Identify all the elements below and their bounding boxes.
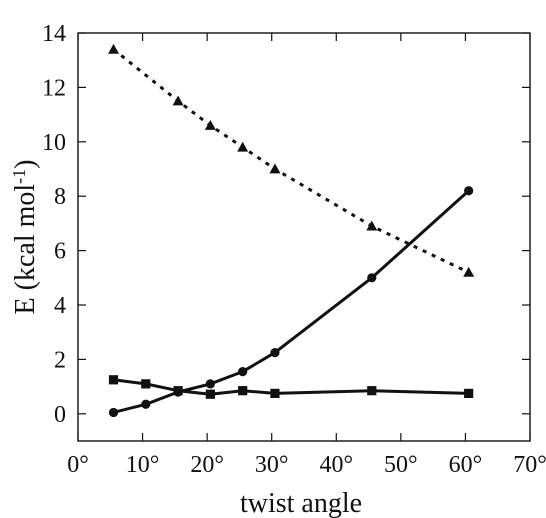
point-square-0 (108, 375, 119, 385)
point-triangle-0 (108, 43, 120, 54)
x-tick-label-3: 30° (255, 452, 289, 478)
point-square-7 (464, 388, 474, 398)
x-tick-label-4: 40° (319, 452, 353, 478)
x-tick-label-7: 70° (513, 452, 546, 478)
point-triangle-1 (172, 95, 184, 106)
y-axis-label-superscript: -1 (9, 169, 29, 184)
point-circle-4 (238, 367, 248, 377)
y-tick-label-2: 4 (54, 293, 66, 319)
y-axis-label-suffix: ) (10, 160, 41, 169)
series-square (108, 375, 474, 399)
point-circle-0 (108, 407, 119, 418)
series-triangle (108, 43, 475, 277)
point-circle-7 (464, 186, 474, 196)
point-triangle-3 (237, 141, 249, 152)
point-circle-6 (367, 273, 377, 283)
point-square-5 (270, 388, 280, 398)
point-triangle-2 (204, 119, 216, 130)
tick-labels: 0° 10° 20° 30° 40° 50° 60° 70° 0 2 4 6 8 10 12 14 (42, 21, 546, 478)
series-circle (108, 186, 474, 418)
series-square-line (112, 378, 471, 396)
y-axis-label-main: E (kcal mol (10, 184, 41, 315)
point-triangle-6 (463, 266, 475, 277)
y-tick-label-3: 6 (54, 239, 66, 265)
x-tick-label-0: 0° (67, 452, 89, 478)
point-square-6 (367, 386, 377, 396)
series-layer (108, 43, 475, 418)
point-square-2 (173, 386, 183, 396)
series-circle-line (112, 189, 471, 414)
x-tick-label-5: 50° (384, 452, 418, 478)
point-circle-1 (141, 399, 151, 409)
x-tick-label-1: 10° (126, 452, 160, 478)
x-tick-label-6: 60° (449, 452, 483, 478)
point-circle-3 (205, 379, 215, 389)
point-square-3 (205, 389, 215, 399)
y-axis-label: E (kcal mol-1) (9, 160, 41, 315)
point-triangle-4 (269, 163, 281, 174)
y-tick-label-4: 8 (54, 184, 66, 210)
point-triangle-5 (366, 220, 378, 231)
point-square-4 (238, 386, 248, 396)
x-axis-label: twist angle (240, 488, 362, 518)
y-tick-label-1: 2 (54, 347, 66, 373)
x-tick-label-2: 20° (190, 452, 224, 478)
y-tick-label-0: 0 (54, 402, 66, 428)
y-tick-label-7: 14 (42, 21, 66, 47)
point-circle-5 (270, 348, 280, 358)
plot-frame (77, 32, 531, 442)
axis-ticks (77, 32, 531, 441)
y-tick-label-5: 10 (42, 130, 66, 156)
point-square-1 (141, 379, 151, 389)
y-tick-label-6: 12 (42, 75, 66, 101)
